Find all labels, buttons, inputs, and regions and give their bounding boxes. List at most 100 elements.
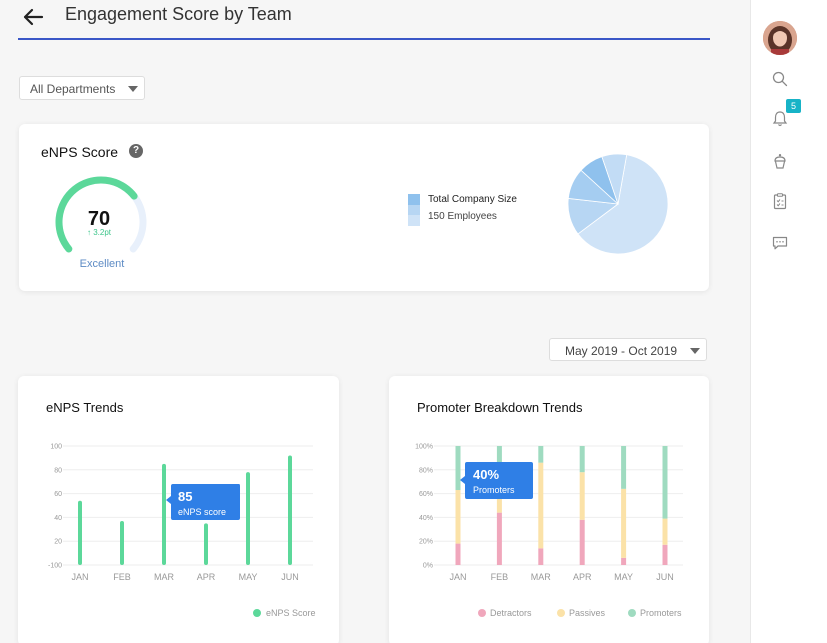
y-tick-label: 80 [54,467,62,474]
legend-dot [628,609,636,617]
legend-dot [557,609,565,617]
y-tick-label: 0% [423,563,433,570]
bar-passives-jun [662,518,668,545]
enps-trends-chart: 100 80 60 40 20 -100 JAN FEB MAR APR MAY JUN 85 eNPS … [48,444,316,619]
y-tick-label: 20% [419,539,433,546]
chevron-down-icon [128,86,138,92]
bar-passives-mar [538,462,544,549]
notification-badge: 5 [786,99,801,113]
legend-label: Promoters [640,608,682,618]
bar-feb [120,520,124,565]
date-range-value: May 2019 - Oct 2019 [565,344,678,358]
y-tick-label: 40% [419,515,433,522]
x-tick-label: APR [197,572,216,582]
avatar[interactable] [763,21,797,55]
department-select[interactable]: All Departments [19,76,145,100]
bar-jun [288,455,292,565]
tooltip-value: 85 [178,489,192,504]
pie-slice [577,154,669,255]
x-tick-label: MAY [614,572,633,582]
y-tick-label: 20 [54,539,62,546]
department-select-value: All Departments [30,82,116,96]
y-tick-label: 100% [415,444,433,451]
enps-card: eNPS Score ? 70 ↑ 3.2pt Excellent Total … [19,124,709,291]
company-size-title: Total Company Size [428,194,517,205]
x-tick-label: JAN [449,572,466,582]
pie-slice [601,153,628,205]
clipboard-icon[interactable] [771,192,789,210]
y-tick-label: 60% [419,491,433,498]
tooltip-box [166,484,240,520]
search-icon[interactable] [771,70,789,88]
bar-detractors-apr [579,519,585,565]
bell-icon[interactable] [771,110,789,128]
tooltip-label: Promoters [473,485,515,495]
legend-dot [253,609,261,617]
x-tick-label: FEB [491,572,509,582]
bar-detractors-feb [496,512,502,565]
x-tick-label: JUN [281,572,299,582]
y-tick-label: 100 [50,444,62,451]
bar-promoters-may [621,446,627,489]
bar-promoters-jan [455,446,461,491]
legend-label: eNPS Score [266,608,316,618]
bar-detractors-jun [662,544,668,565]
enps-rating-label: Excellent [79,258,125,270]
x-tick-label: JAN [71,572,88,582]
x-tick-label: FEB [113,572,131,582]
promoter-breakdown-title: Promoter Breakdown Trends [417,400,583,415]
main-content: Engagement Score by Team All Departments… [18,4,710,643]
chevron-down-icon [690,348,700,354]
title-underline [18,38,710,40]
help-icon[interactable]: ? [129,144,143,158]
x-tick-label: MAR [154,572,175,582]
legend-label: Passives [569,608,606,618]
cupcake-icon[interactable] [771,152,789,170]
bar-detractors-may [621,557,627,565]
promoter-breakdown-chart: 100% 80% 60% 40% 20% 0% JAN FEB MAR APR MAY JUN 40% P… [415,444,683,618]
enps-score-change: ↑ 3.2pt [86,228,111,237]
x-tick-label: APR [573,572,592,582]
y-tick-label: 60 [54,491,62,498]
enps-tooltip: 85 eNPS score [166,484,240,520]
bar-promoters-apr [579,446,585,473]
date-range-select[interactable]: May 2019 - Oct 2019 [549,338,707,361]
bar-promoters-jun [662,446,668,519]
bar-apr [204,523,208,565]
bar-passives-jan [455,490,461,544]
company-size-legend-swatch [408,194,420,226]
enps-score-value: 70 [87,208,111,230]
x-tick-label: MAY [239,572,258,582]
promoter-breakdown-card: Promoter Breakdown Trends 100% 80% 60% 40% 2… [389,376,709,643]
page-title: Engagement Score by Team [65,4,292,24]
tooltip-value: 40% [473,467,499,482]
company-size-count: 150 Employees [428,211,497,222]
bar-mar [162,463,166,565]
arrow-left-icon[interactable] [22,6,44,28]
company-size-pie [567,153,669,255]
y-tick-label: -100 [48,563,62,570]
right-sidebar [750,0,827,643]
enps-trends-title: eNPS Trends [46,400,124,415]
x-tick-label: JUN [656,572,674,582]
bar-passives-may [621,488,627,558]
legend-dot [478,609,486,617]
enps-card-title: eNPS Score [41,144,119,160]
promoters-tooltip: 40% Promoters [460,462,533,499]
chat-icon[interactable] [771,234,789,252]
gauge-fill [55,176,138,253]
enps-trends-card: eNPS Trends 100 80 60 40 20 -100 JAN FEB MAR APR M… [18,376,339,643]
tooltip-box [460,462,533,499]
bar-passives-apr [579,472,585,520]
legend-label: Detractors [490,608,532,618]
bar-detractors-mar [538,548,544,565]
x-tick-label: MAR [531,572,552,582]
tooltip-label: eNPS score [178,507,226,517]
bar-promoters-mar [538,446,544,463]
bar-may [246,472,250,565]
bar-jan [78,500,82,565]
y-tick-label: 40 [54,515,62,522]
y-tick-label: 80% [419,467,433,474]
bar-detractors-jan [455,543,461,565]
avatar-image [763,21,797,55]
